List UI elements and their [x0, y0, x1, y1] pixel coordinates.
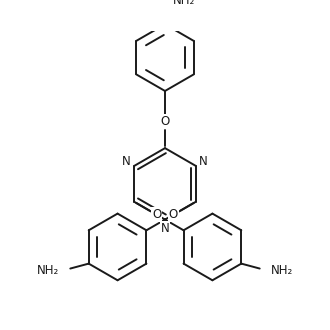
Text: N: N [122, 155, 131, 168]
Text: NH₂: NH₂ [173, 0, 195, 7]
Text: NH₂: NH₂ [271, 264, 293, 277]
Text: N: N [199, 155, 208, 168]
Text: O: O [160, 115, 170, 128]
Text: NH₂: NH₂ [37, 264, 59, 277]
Text: O: O [169, 208, 178, 221]
Text: O: O [152, 208, 161, 221]
Text: N: N [161, 222, 169, 235]
